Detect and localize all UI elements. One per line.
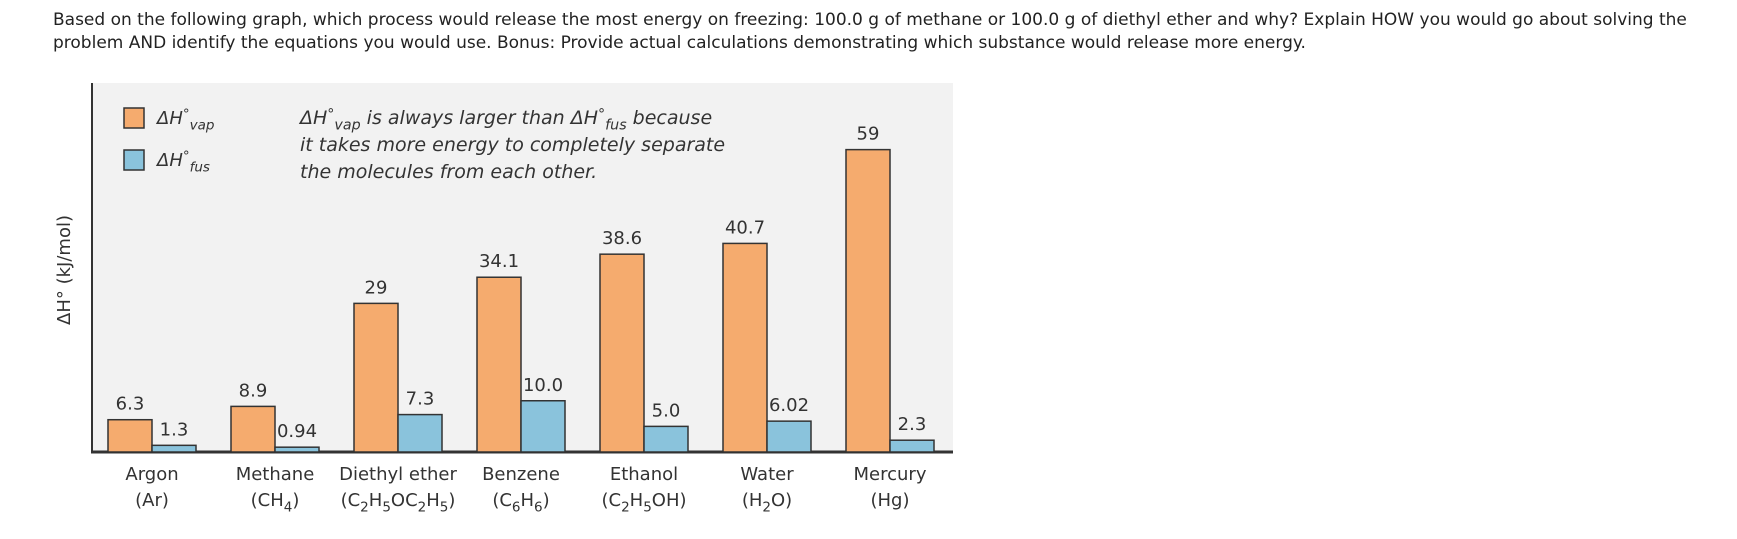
value-label: 10.0 — [523, 375, 563, 396]
bar — [151, 444, 197, 453]
bar — [599, 253, 645, 453]
x-tick-label: Mercury — [854, 464, 927, 485]
bar — [397, 413, 443, 453]
x-tick-formula: (CH4) — [251, 490, 300, 515]
x-tick-label: Water — [740, 464, 794, 485]
x-tick-label: Ethanol — [610, 464, 678, 485]
value-label: 38.6 — [602, 228, 642, 249]
value-label: 8.9 — [239, 380, 268, 401]
annotation: it takes more energy to completely separ… — [300, 134, 725, 156]
legend-swatch — [123, 149, 145, 171]
value-label: 40.7 — [725, 217, 765, 238]
bar — [230, 405, 276, 453]
bar — [845, 148, 891, 453]
x-tick-formula: (Hg) — [870, 490, 909, 511]
bar — [520, 400, 566, 453]
x-tick-label: Diethyl ether — [339, 464, 457, 485]
x-tick-label: Methane — [236, 464, 315, 485]
value-label: 7.3 — [406, 389, 435, 410]
value-label: 6.3 — [116, 394, 145, 415]
value-label: 29 — [365, 277, 388, 298]
value-label: 34.1 — [479, 251, 519, 272]
bar — [643, 425, 689, 453]
plot-background — [92, 83, 953, 452]
x-tick-formula: (H2O) — [742, 490, 792, 515]
x-tick-formula: (C6H6) — [492, 490, 549, 515]
value-label: 2.3 — [898, 414, 927, 435]
legend-label: ΔH°vap — [155, 107, 214, 134]
legend-label: ΔH°fus — [155, 149, 210, 176]
x-tick-formula: (C2H5OH) — [601, 490, 686, 515]
bar — [889, 439, 935, 453]
bar — [476, 276, 522, 453]
value-label: 0.94 — [277, 421, 317, 442]
value-label: 59 — [857, 124, 880, 145]
value-label: 1.3 — [160, 419, 189, 440]
legend-swatch — [123, 107, 145, 129]
bar — [766, 420, 812, 453]
value-label: 5.0 — [652, 400, 681, 421]
y-axis-label: ΔH° (kJ/mol) — [54, 215, 75, 325]
x-tick-label: Argon — [125, 464, 178, 485]
question-text: Based on the following graph, which proc… — [53, 10, 1687, 53]
annotation: ΔH°vap is always larger than ΔH°fus beca… — [298, 106, 712, 133]
bar — [274, 446, 320, 453]
bar — [722, 242, 768, 453]
value-label: 6.02 — [769, 395, 809, 416]
x-tick-formula: (Ar) — [135, 490, 169, 511]
bar — [107, 418, 153, 453]
bar — [353, 302, 399, 453]
x-tick-formula: (C2H5OC2H5) — [341, 490, 456, 515]
annotation: the molecules from each other. — [300, 161, 597, 183]
x-tick-label: Benzene — [482, 464, 560, 485]
